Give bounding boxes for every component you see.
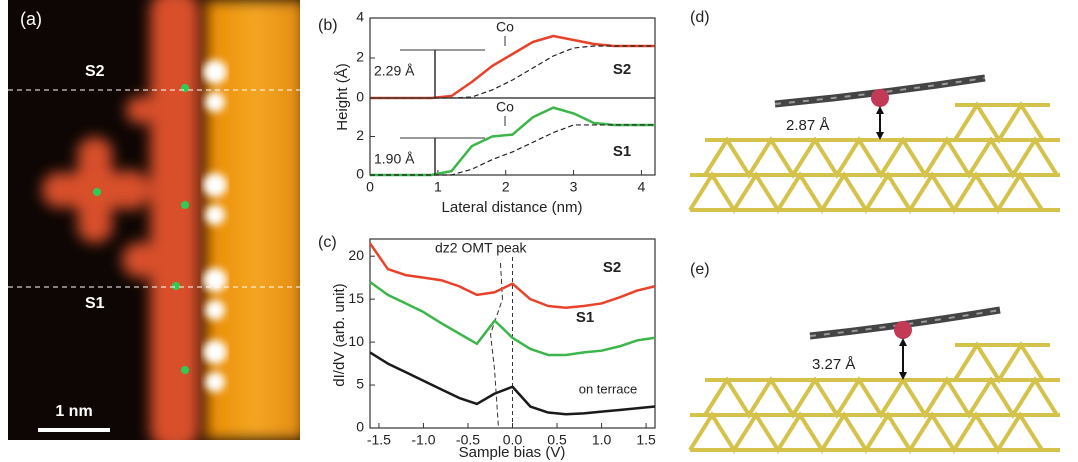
y-tick-label: 0 xyxy=(356,89,364,105)
series-label: S2 xyxy=(603,259,621,276)
arrow-head xyxy=(876,132,884,140)
height-label: 2.87 Å xyxy=(786,117,829,134)
x-tick-label: -0.5 xyxy=(456,432,480,448)
y-axis-label: Height (Å) xyxy=(334,63,351,131)
peak-annotation: dz2 OMT peak xyxy=(435,240,528,256)
x-tick-label: 3 xyxy=(570,179,578,195)
series-label: S2 xyxy=(613,61,631,78)
truss-diagonal xyxy=(703,376,1059,419)
marker-label: Co xyxy=(496,99,514,115)
x-tick-label: 0 xyxy=(366,179,374,195)
scale-bar-label: 1 nm xyxy=(55,403,92,420)
y-tick-label: 0 xyxy=(356,166,364,182)
panel-label: (a) xyxy=(20,9,42,29)
panel-label: (c) xyxy=(318,234,337,251)
y-tick-label: 5 xyxy=(356,376,364,392)
series-line xyxy=(369,280,656,357)
peak-trace xyxy=(489,262,504,429)
series-label: S1 xyxy=(613,143,631,160)
series-label: S1 xyxy=(576,309,594,326)
x-tick-label: 0.0 xyxy=(503,432,523,448)
x-tick-label: 1 xyxy=(434,179,442,195)
series-line xyxy=(369,351,656,416)
line-label: S1 xyxy=(85,295,105,312)
x-tick-label: -1.0 xyxy=(411,432,435,448)
y-tick-label: 20 xyxy=(348,247,364,263)
x-tick-label: -1.5 xyxy=(367,432,391,448)
x-tick-label: 1.5 xyxy=(636,432,656,448)
line-label: S2 xyxy=(85,63,105,80)
x-tick-label: 1.0 xyxy=(592,432,612,448)
series-line xyxy=(370,124,655,176)
truss-diagonal xyxy=(703,136,1059,179)
arrow-head xyxy=(899,372,907,380)
arrow-head xyxy=(899,338,907,346)
x-tick-label: 4 xyxy=(638,179,646,195)
panel-label: (e) xyxy=(690,261,710,278)
series-line xyxy=(370,106,655,177)
molecule xyxy=(774,77,986,105)
x-tick-label: 2 xyxy=(502,179,510,195)
x-axis-label: Sample bias (V) xyxy=(459,444,566,461)
step-label: 1.90 Å xyxy=(374,151,415,167)
y-tick-label: 0 xyxy=(356,419,364,435)
x-axis-label: Lateral distance (nm) xyxy=(442,199,583,216)
arrow-head xyxy=(876,106,884,114)
truss-diagonal xyxy=(688,171,1044,214)
series-line xyxy=(370,45,655,99)
step-label: 2.29 Å xyxy=(374,63,415,79)
y-tick-label: 2 xyxy=(356,49,364,65)
y-axis-label: dI/dV (arb. unit) xyxy=(331,283,348,386)
x-tick-label: 0.5 xyxy=(547,432,567,448)
y-tick-label: 4 xyxy=(356,9,364,25)
series-line xyxy=(368,242,656,309)
label-bg xyxy=(372,150,430,170)
label-bg xyxy=(372,62,430,82)
marker-label: Co xyxy=(496,19,514,35)
y-tick-label: 10 xyxy=(348,333,364,349)
y-tick-label: 2 xyxy=(356,127,364,143)
height-label: 3.27 Å xyxy=(812,356,855,373)
y-tick-label: 15 xyxy=(348,290,364,306)
panel-label: (d) xyxy=(690,9,710,26)
panel-label: (b) xyxy=(318,17,338,34)
truss-diagonal xyxy=(953,101,1045,144)
series-label: on terrace xyxy=(579,381,638,396)
molecule xyxy=(809,309,1001,337)
cobalt-atom xyxy=(871,89,889,107)
truss-diagonal xyxy=(953,341,1045,384)
truss-diagonal xyxy=(688,411,1044,454)
cobalt-atom xyxy=(894,321,912,339)
stm-image xyxy=(8,0,300,440)
